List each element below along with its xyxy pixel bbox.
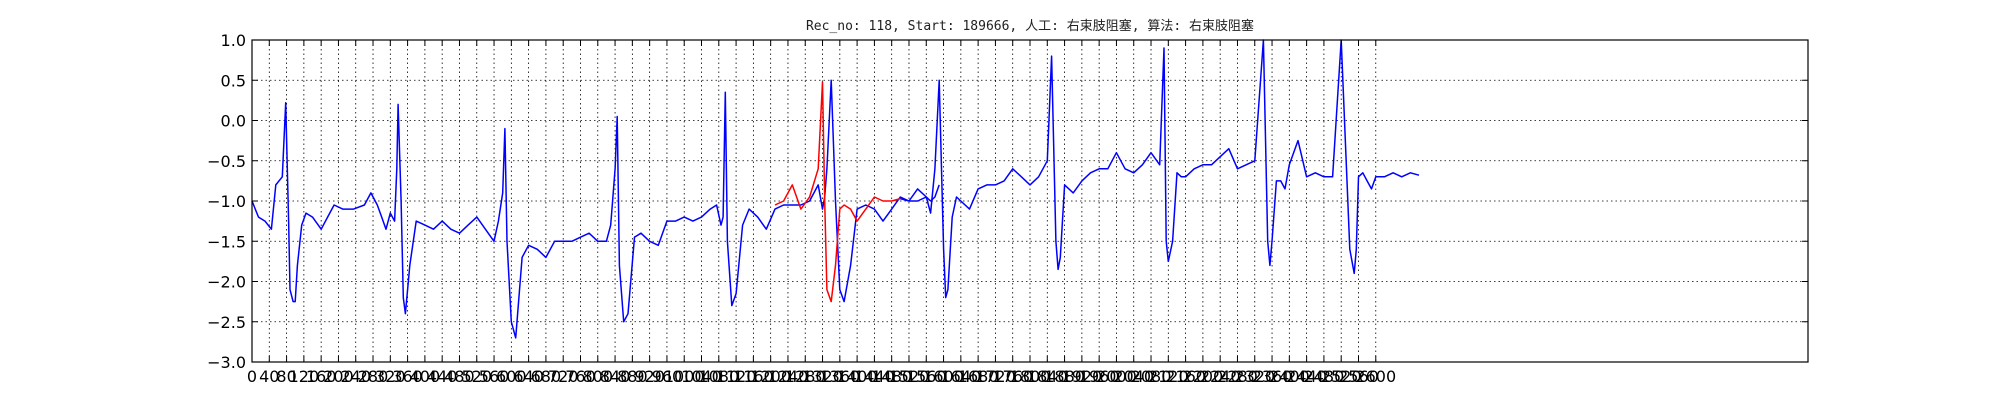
x-tick-label: 0 [247,367,257,386]
x-tick-label: 2520 [1321,367,1362,386]
x-tick-label: 1800 [1010,367,1051,386]
x-tick-label: 240 [340,367,371,386]
x-tick-label: 200 [323,367,354,386]
x-tick-label: 760 [565,367,596,386]
x-tick-label: 1000 [664,367,705,386]
y-tick-label: 0.5 [221,71,246,90]
x-tick-label: 2160 [1165,367,1206,386]
x-tick-label: 400 [410,367,441,386]
x-tick-label: 40 [259,367,279,386]
grid [251,39,1808,363]
x-tick-label: 2360 [1252,367,1293,386]
x-tick-label: 1080 [698,367,739,386]
x-tick-label: 1240 [768,367,809,386]
x-tick-label: 520 [461,367,492,386]
x-tick-label: 560 [479,367,510,386]
x-tick-label: 2440 [1286,367,1327,386]
x-tick-label: 2600 [1355,367,1396,386]
x-tick-label: 2320 [1234,367,1275,386]
chart-title: Rec_no: 118, Start: 189666, 人工: 右束肢阻塞, 算… [806,18,1254,34]
x-tick-label: 120 [289,367,320,386]
x-tick-label: 440 [427,367,458,386]
x-tick-label: 2200 [1183,367,1224,386]
x-tick-label: 80 [276,367,296,386]
x-tick-label: 480 [444,367,475,386]
y-tick-label: −1.0 [207,192,246,211]
y-tick-label: −0.5 [207,152,246,171]
ecg-series-line-3 [900,39,1420,299]
y-tick-label: 0.0 [221,112,246,131]
y-axis: 1.0 0.5 0.0 −0.5 −1.0 −1.5 −2.0 −2.5 −3.0 [207,31,1808,372]
x-tick-label: 2000 [1096,367,1137,386]
x-tick-label: 600 [496,367,527,386]
x-tick-label: 1960 [1079,367,1120,386]
x-tick-label: 1520 [889,367,930,386]
x-tick-label: 1920 [1062,367,1103,386]
x-tick-label: 2120 [1148,367,1189,386]
y-tick-label: 1.0 [221,31,246,50]
x-tick-label: 2080 [1131,367,1172,386]
x-tick-label: 800 [583,367,614,386]
x-tick-label: 1760 [992,367,1033,386]
x-tick-label: 280 [358,367,389,386]
x-axis: 0 408012016020024028032036040044048052056… [247,40,1396,386]
plot-frame [251,39,1809,363]
x-tick-label: 1440 [854,367,895,386]
x-tick-label: 920 [634,367,665,386]
x-tick-label: 1480 [871,367,912,386]
x-tick-label: 1320 [802,367,843,386]
y-tick-label: −1.5 [207,232,246,251]
x-tick-label: 1640 [940,367,981,386]
x-tick-label: 840 [600,367,631,386]
series-group [251,39,1420,339]
x-tick-label: 360 [392,367,423,386]
x-tick-label: 880 [617,367,648,386]
x-tick-label: 640 [513,367,544,386]
x-tick-label: 1360 [819,367,860,386]
y-tick-label: −2.0 [207,273,246,292]
x-tick-label: 2040 [1113,367,1154,386]
x-tick-label: 1680 [958,367,999,386]
x-tick-label: 2240 [1200,367,1241,386]
x-tick-label: 1120 [716,367,757,386]
x-tick-label: 1880 [1044,367,1085,386]
y-tick-label: −3.0 [207,353,246,372]
x-tick-label: 1720 [975,367,1016,386]
x-tick-label: 720 [548,367,579,386]
x-tick-label: 1560 [906,367,947,386]
x-tick-label: 1040 [681,367,722,386]
x-tick-label: 1600 [923,367,964,386]
x-tick-label: 680 [531,367,562,386]
x-tick-label: 160 [306,367,337,386]
x-tick-label: 1840 [1027,367,1068,386]
ecg-series-line-2 [774,81,901,303]
x-tick-label: 2280 [1217,367,1258,386]
x-tick-label: 320 [375,367,406,386]
x-tick-label: 1280 [785,367,826,386]
x-tick-label: 1160 [733,367,774,386]
x-tick-label: 2480 [1304,367,1345,386]
x-tick-label: 2400 [1269,367,1310,386]
x-tick-label: 960 [652,367,683,386]
x-tick-label: 2560 [1338,367,1379,386]
ecg-series-line-1 [251,79,940,339]
x-tick-label: 1400 [837,367,878,386]
y-tick-label: −2.5 [207,313,246,332]
x-tick-label: 1200 [750,367,791,386]
